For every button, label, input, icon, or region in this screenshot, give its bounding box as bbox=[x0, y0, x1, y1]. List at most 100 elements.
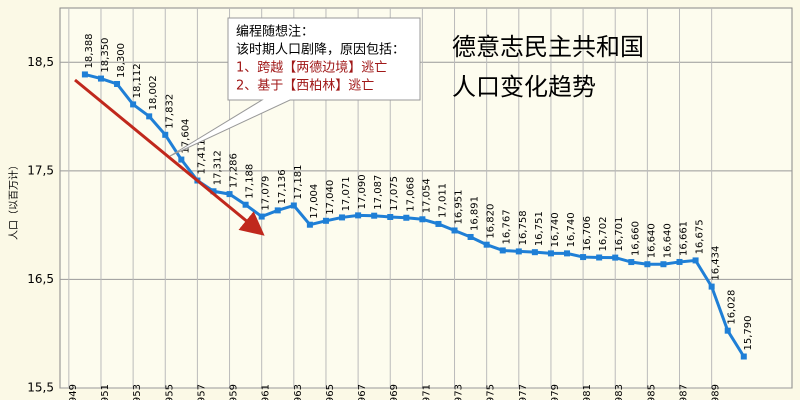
data-point bbox=[692, 257, 699, 264]
x-tick-label: 1967 bbox=[357, 384, 368, 400]
data-point bbox=[178, 156, 185, 163]
y-tick-label: 15,5 bbox=[27, 381, 54, 395]
y-axis-label: 人口（以百万计） bbox=[7, 160, 20, 240]
x-tick-label: 1971 bbox=[421, 384, 432, 400]
data-label: 16,028 bbox=[727, 290, 738, 325]
data-label: 17,011 bbox=[437, 183, 448, 218]
annotation: 编程随想注： bbox=[236, 24, 314, 40]
data-label: 16,640 bbox=[646, 223, 657, 258]
data-label: 16,758 bbox=[518, 210, 529, 245]
data-point bbox=[660, 261, 667, 268]
y-tick-label: 18,5 bbox=[27, 55, 54, 69]
annotation: 该时期人口剧降，原因包括： bbox=[236, 43, 405, 58]
data-label: 16,706 bbox=[582, 216, 593, 251]
data-point bbox=[290, 202, 297, 209]
x-tick-label: 1987 bbox=[679, 384, 690, 400]
callout bbox=[169, 17, 421, 157]
x-tick-label: 1969 bbox=[389, 384, 400, 400]
x-tick-label: 1983 bbox=[614, 384, 625, 400]
data-label: 16,675 bbox=[695, 219, 706, 254]
data-label: 16,820 bbox=[486, 204, 497, 239]
x-tick-label: 1957 bbox=[196, 384, 207, 400]
data-point bbox=[644, 261, 651, 268]
data-point bbox=[81, 71, 88, 78]
data-label: 17,071 bbox=[341, 176, 352, 211]
y-tick-label: 16,5 bbox=[27, 272, 54, 286]
trend-arrow bbox=[74, 78, 265, 236]
data-point bbox=[628, 259, 635, 266]
data-label: 17,079 bbox=[261, 176, 272, 211]
x-tick-label: 1951 bbox=[100, 384, 111, 400]
data-point bbox=[515, 248, 522, 255]
x-tick-label: 1953 bbox=[132, 384, 143, 400]
data-label: 18,388 bbox=[84, 33, 95, 68]
data-label: 17,181 bbox=[293, 164, 304, 199]
data-point bbox=[499, 247, 506, 254]
data-point bbox=[596, 254, 603, 261]
data-label: 16,701 bbox=[614, 217, 625, 252]
annotation: 1、跨越【两德边境】逃亡 bbox=[236, 61, 387, 76]
data-point bbox=[531, 249, 538, 256]
data-label: 17,312 bbox=[212, 150, 223, 185]
data-label: 16,702 bbox=[598, 216, 609, 251]
x-tick-label: 1979 bbox=[550, 384, 561, 400]
data-label: 17,075 bbox=[389, 176, 400, 211]
x-tick-label: 1973 bbox=[454, 384, 465, 400]
data-label: 16,660 bbox=[630, 221, 641, 256]
data-point bbox=[451, 227, 458, 234]
data-point bbox=[740, 353, 747, 360]
data-point bbox=[724, 327, 731, 334]
data-point bbox=[306, 221, 313, 228]
data-point bbox=[146, 113, 153, 120]
data-label: 17,188 bbox=[245, 164, 256, 199]
data-point bbox=[483, 241, 490, 248]
x-tick-label: 1977 bbox=[518, 384, 529, 400]
data-label: 16,661 bbox=[679, 221, 690, 256]
data-label: 16,434 bbox=[711, 246, 722, 281]
x-tick-label: 1955 bbox=[164, 384, 175, 400]
data-label: 18,350 bbox=[100, 38, 111, 73]
chart-title: 德意志民主共和国 bbox=[452, 33, 644, 61]
data-point bbox=[242, 201, 249, 208]
data-label: 15,790 bbox=[743, 316, 754, 351]
data-label: 17,832 bbox=[164, 94, 175, 129]
data-point bbox=[580, 254, 587, 261]
x-tick-label: 1961 bbox=[261, 384, 272, 400]
y-tick-label: 17,5 bbox=[27, 163, 54, 177]
data-point bbox=[339, 214, 346, 221]
data-point bbox=[676, 258, 683, 265]
plot-area bbox=[59, 7, 793, 389]
x-tick-label: 1975 bbox=[486, 384, 497, 400]
data-label: 16,951 bbox=[454, 189, 465, 224]
data-point bbox=[322, 217, 329, 224]
data-label: 18,300 bbox=[116, 43, 127, 78]
data-point bbox=[467, 233, 474, 240]
chart-subtitle: 人口变化趋势 bbox=[452, 73, 596, 101]
x-tick-label: 1985 bbox=[646, 384, 657, 400]
data-label: 17,068 bbox=[405, 177, 416, 212]
data-point bbox=[419, 216, 426, 223]
data-label: 17,136 bbox=[277, 169, 288, 204]
data-point bbox=[564, 250, 571, 257]
data-label: 17,411 bbox=[196, 140, 207, 175]
data-point bbox=[162, 131, 169, 138]
data-label: 17,090 bbox=[357, 174, 368, 209]
data-point bbox=[274, 207, 281, 214]
data-point bbox=[226, 191, 233, 198]
data-point bbox=[130, 101, 137, 108]
data-point bbox=[258, 213, 265, 220]
data-label: 17,286 bbox=[229, 153, 240, 188]
x-tick-label: 1949 bbox=[68, 384, 79, 400]
data-label: 16,740 bbox=[566, 212, 577, 247]
data-label: 17,040 bbox=[325, 180, 336, 215]
data-point bbox=[114, 81, 121, 87]
data-point bbox=[97, 75, 104, 82]
data-point bbox=[387, 214, 394, 220]
data-label: 17,004 bbox=[309, 184, 320, 219]
data-label: 16,640 bbox=[662, 223, 673, 258]
data-label: 17,087 bbox=[373, 175, 384, 210]
x-tick-label: 1965 bbox=[325, 384, 336, 400]
x-tick-label: 1989 bbox=[711, 384, 722, 400]
data-label: 18,002 bbox=[148, 75, 159, 110]
